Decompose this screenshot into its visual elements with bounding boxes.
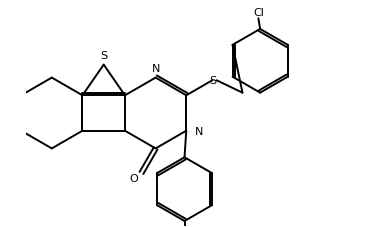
Text: O: O xyxy=(129,173,138,183)
Text: S: S xyxy=(210,76,217,86)
Text: Cl: Cl xyxy=(253,7,264,17)
Text: N: N xyxy=(152,64,161,74)
Text: N: N xyxy=(195,126,204,136)
Text: S: S xyxy=(100,51,107,61)
